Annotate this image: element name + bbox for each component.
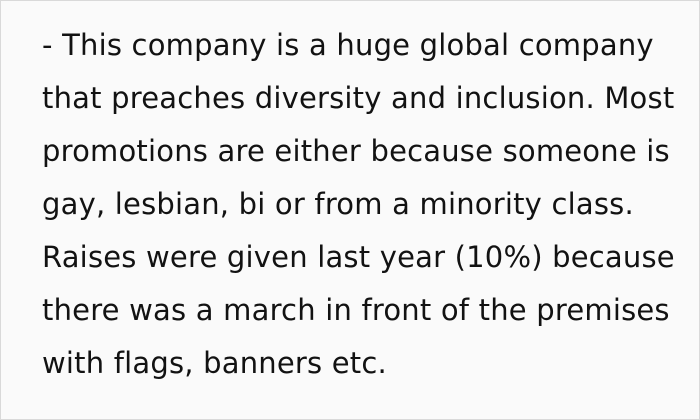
quote-line: there was a march in front of the premis…	[42, 293, 670, 327]
quote-line: Raises were given last year (10%) becaus…	[42, 240, 675, 274]
quote-line: with flags, banners etc.	[42, 346, 387, 380]
quote-line: gay, lesbian, bi or from a minority clas…	[42, 187, 634, 221]
quote-line: - This company is a huge global company	[42, 28, 654, 62]
quote-line: promotions are either because someone is	[42, 134, 670, 168]
quote-line: that preaches diversity and inclusion. M…	[42, 81, 675, 115]
